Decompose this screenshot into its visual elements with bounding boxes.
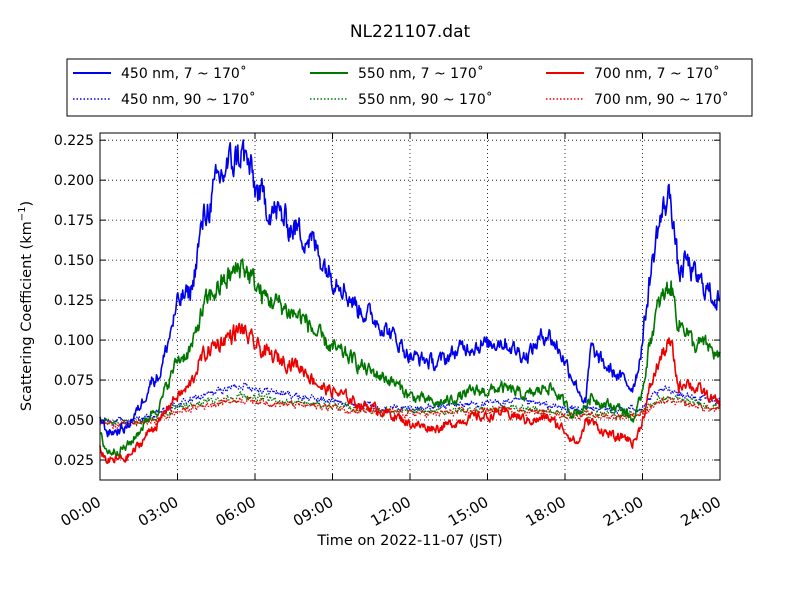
legend-label: 450 nm, 90 ~ 170˚ xyxy=(121,91,256,108)
x-tick-label: 21:00 xyxy=(600,493,646,530)
x-tick-label: 12:00 xyxy=(368,493,414,530)
series-line xyxy=(99,322,721,465)
y-axis-label-exponent: −1 xyxy=(17,207,28,222)
legend-label: 700 nm, 90 ~ 170˚ xyxy=(594,91,729,108)
y-tick-label: 0.100 xyxy=(54,333,94,349)
y-tick-label: 0.175 xyxy=(54,213,94,229)
legend-label: 450 nm, 7 ~ 170˚ xyxy=(121,65,247,82)
y-tick-label: 0.025 xyxy=(54,453,94,469)
legend-label: 700 nm, 7 ~ 170˚ xyxy=(594,65,720,82)
x-tick-label: 00:00 xyxy=(58,493,104,530)
series-line xyxy=(99,139,721,438)
y-tick-label: 0.075 xyxy=(54,373,94,389)
y-tick-label: 0.150 xyxy=(54,253,94,269)
x-tick-label: 09:00 xyxy=(290,493,336,530)
x-tick-label: 15:00 xyxy=(445,493,491,530)
series-line xyxy=(99,381,721,426)
y-tick-label: 0.050 xyxy=(54,413,94,429)
series-line xyxy=(99,258,721,457)
chart-title: NL221107.dat xyxy=(350,22,471,42)
y-tick-label: 0.225 xyxy=(54,133,94,149)
legend-label: 550 nm, 7 ~ 170˚ xyxy=(358,65,484,82)
x-tick-label: 18:00 xyxy=(523,493,569,530)
legend-label: 550 nm, 90 ~ 170˚ xyxy=(358,91,493,108)
x-tick-label: 06:00 xyxy=(213,493,259,530)
y-axis-label-main: Scattering Coefficient (km xyxy=(19,221,35,411)
y-axis-label: Scattering Coefficient (km−1) xyxy=(17,201,35,411)
legend: 450 nm, 7 ~ 170˚ 550 nm, 7 ~ 170˚ 700 nm, … xyxy=(66,58,753,117)
y-tick-label: 0.200 xyxy=(54,173,94,189)
series-line xyxy=(99,395,721,430)
x-tick-label: 03:00 xyxy=(135,493,181,530)
series-layer xyxy=(99,139,721,465)
x-axis-label: Time on 2022-11-07 (JST) xyxy=(316,533,502,549)
y-axis-label-close: ) xyxy=(19,201,35,207)
plot-area: 0.025 0.050 0.075 0.100 0.125 0.150 0.175 0.200… xyxy=(54,132,724,530)
x-tick-label: 24:00 xyxy=(678,493,724,530)
series-line xyxy=(99,391,721,427)
legend-box xyxy=(66,58,753,117)
y-tick-label: 0.125 xyxy=(54,293,94,309)
